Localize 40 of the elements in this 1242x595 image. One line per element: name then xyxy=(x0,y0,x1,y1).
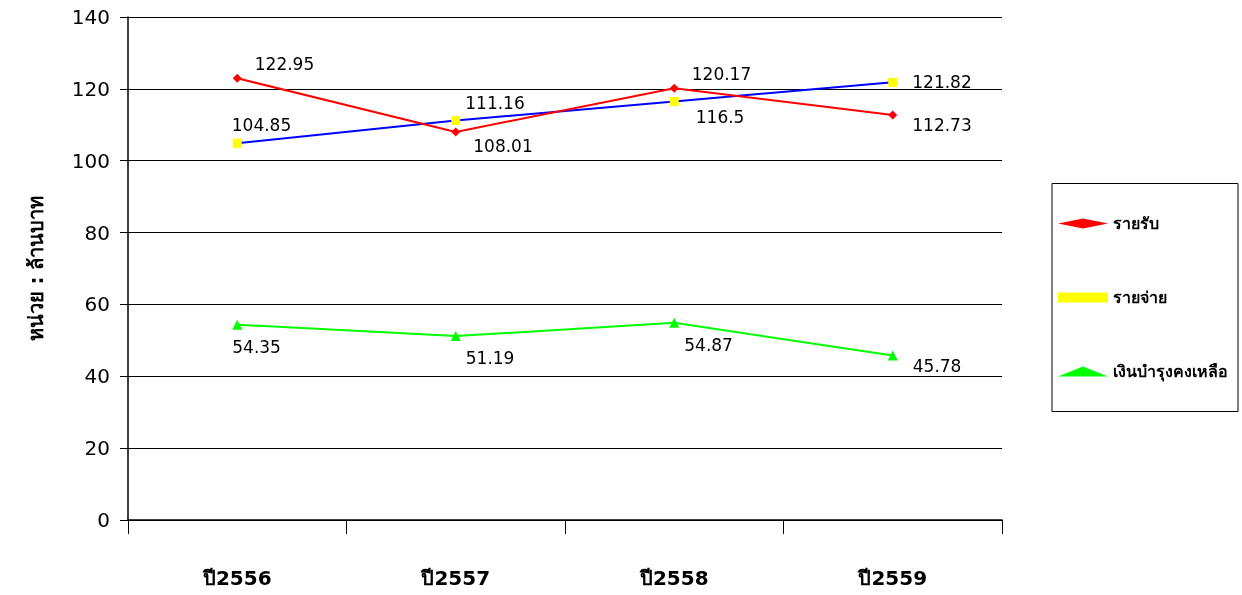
point xyxy=(450,331,461,342)
legend-label: เงินบำรุงคงเหลือ xyxy=(1113,362,1228,382)
y-tick-label: 60 xyxy=(84,292,110,317)
data-label: 121.82 xyxy=(912,72,972,93)
y-tick-label: 140 xyxy=(71,5,110,29)
x-tick-label: ปี2557 xyxy=(420,566,491,590)
data-label: 45.78 xyxy=(912,355,962,376)
y-tick-label: 80 xyxy=(84,220,110,245)
point xyxy=(669,83,679,93)
legend-label: รายรับ xyxy=(1113,214,1159,233)
y-tick-label: 40 xyxy=(84,364,110,389)
data-label: 116.5 xyxy=(695,107,745,128)
data-label: 104.85 xyxy=(231,115,292,136)
x-tick-label: ปี2556 xyxy=(201,566,272,590)
point xyxy=(669,317,680,328)
point xyxy=(232,73,242,83)
point xyxy=(887,350,898,361)
data-label: 120.17 xyxy=(691,64,752,85)
data-label: 111.16 xyxy=(465,92,525,113)
y-tick-label: 100 xyxy=(71,148,110,173)
legend-label: รายจ่าย xyxy=(1113,288,1167,307)
y-tick-label: 0 xyxy=(97,508,110,532)
data-label: 108.01 xyxy=(473,135,533,156)
data-label: 122.95 xyxy=(254,54,315,75)
point xyxy=(669,96,679,106)
data-label: 51.19 xyxy=(465,348,515,369)
point xyxy=(888,110,898,120)
x-tick-label: ปี2559 xyxy=(857,566,928,590)
y-axis-title: หน่วย : ล้านบาท xyxy=(24,195,48,342)
data-label: 54.87 xyxy=(684,334,733,355)
point xyxy=(232,319,243,330)
y-tick-label: 20 xyxy=(84,436,110,461)
x-tick-label: ปี2558 xyxy=(638,566,709,590)
point xyxy=(451,127,461,137)
data-label: 54.35 xyxy=(232,336,281,357)
point xyxy=(232,138,242,148)
point xyxy=(888,77,898,87)
data-label: 112.73 xyxy=(912,114,972,135)
y-tick-label: 120 xyxy=(71,76,110,101)
point xyxy=(451,116,461,126)
